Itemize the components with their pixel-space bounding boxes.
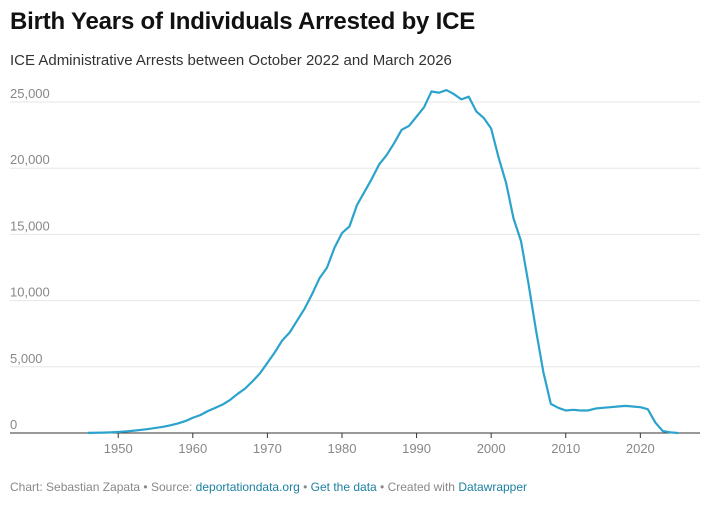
x-tick-label: 1990 [402, 441, 431, 456]
x-tick-label: 2000 [477, 441, 506, 456]
separator: • [380, 480, 385, 494]
y-tick-label: 20,000 [10, 152, 50, 167]
y-tick-label: 0 [10, 417, 17, 432]
created-with-label: Created with [387, 480, 455, 494]
y-tick-label: 25,000 [10, 86, 50, 101]
chart-subtitle: ICE Administrative Arrests between Octob… [10, 52, 452, 69]
x-tick-label: 1970 [253, 441, 282, 456]
chart-credit: Chart: Sebastian Zapata [10, 480, 141, 494]
x-axis-ticks: 1950 1960 1970 1980 1990 2000 2010 2020 [104, 433, 655, 456]
gridlines [10, 101, 700, 434]
y-tick-label: 15,000 [10, 218, 50, 233]
get-data-link[interactable]: Get the data [310, 480, 377, 494]
source-label: Source: [150, 480, 193, 494]
x-tick-label: 1980 [328, 441, 357, 456]
chart-footer: Chart: Sebastian Zapata • Source: deport… [10, 480, 527, 494]
y-tick-label: 10,000 [10, 285, 50, 300]
separator: • [143, 480, 148, 494]
datawrapper-link[interactable]: Datawrapper [458, 480, 528, 494]
x-tick-label: 2020 [626, 441, 655, 456]
series-line [87, 88, 679, 435]
x-tick-label: 1950 [104, 441, 133, 456]
y-axis-ticks: 0 5,000 10,000 15,000 20,000 25,000 [10, 86, 50, 432]
source-link[interactable]: deportationdata.org [195, 480, 300, 494]
series-group [87, 88, 679, 435]
y-tick-label: 5,000 [10, 351, 43, 366]
chart-title: Birth Years of Individuals Arrested by I… [10, 8, 476, 35]
x-tick-label: 2010 [551, 441, 580, 456]
separator: • [303, 480, 308, 494]
x-tick-label: 1960 [178, 441, 207, 456]
